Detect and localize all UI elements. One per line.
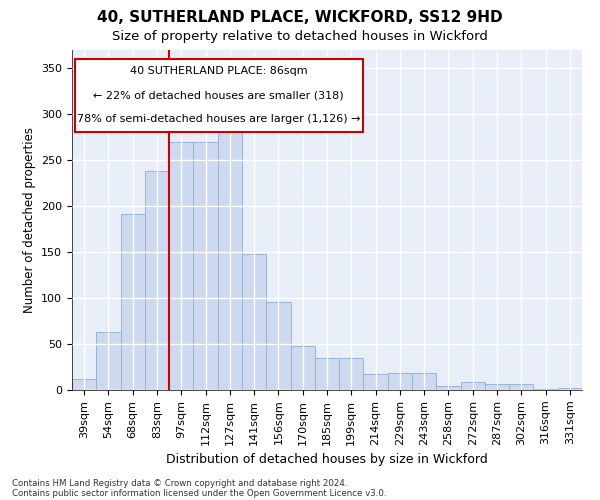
Bar — [315, 358, 339, 390]
Bar — [193, 142, 218, 390]
Text: 78% of semi-detached houses are larger (1,126) →: 78% of semi-detached houses are larger (… — [77, 114, 361, 124]
Bar — [96, 332, 121, 390]
Bar — [461, 382, 485, 390]
Text: Size of property relative to detached houses in Wickford: Size of property relative to detached ho… — [112, 30, 488, 43]
Bar — [72, 379, 96, 390]
Text: Contains public sector information licensed under the Open Government Licence v3: Contains public sector information licen… — [12, 488, 386, 498]
Bar — [436, 386, 461, 390]
Bar — [412, 372, 436, 390]
Bar — [388, 372, 412, 390]
Bar — [485, 384, 509, 390]
Text: Contains HM Land Registry data © Crown copyright and database right 2024.: Contains HM Land Registry data © Crown c… — [12, 478, 347, 488]
Text: 40 SUTHERLAND PLACE: 86sqm: 40 SUTHERLAND PLACE: 86sqm — [130, 66, 307, 76]
Bar — [242, 254, 266, 390]
Bar — [364, 374, 388, 390]
Bar — [121, 214, 145, 390]
Bar — [145, 172, 169, 390]
Bar — [169, 142, 193, 390]
Bar — [290, 346, 315, 390]
Bar — [558, 388, 582, 390]
X-axis label: Distribution of detached houses by size in Wickford: Distribution of detached houses by size … — [166, 453, 488, 466]
Bar — [509, 384, 533, 390]
Bar — [218, 128, 242, 390]
FancyBboxPatch shape — [74, 58, 362, 132]
Y-axis label: Number of detached properties: Number of detached properties — [23, 127, 35, 313]
Bar — [266, 302, 290, 390]
Bar — [533, 389, 558, 390]
Text: 40, SUTHERLAND PLACE, WICKFORD, SS12 9HD: 40, SUTHERLAND PLACE, WICKFORD, SS12 9HD — [97, 10, 503, 25]
Text: ← 22% of detached houses are smaller (318): ← 22% of detached houses are smaller (31… — [94, 90, 344, 100]
Bar — [339, 358, 364, 390]
